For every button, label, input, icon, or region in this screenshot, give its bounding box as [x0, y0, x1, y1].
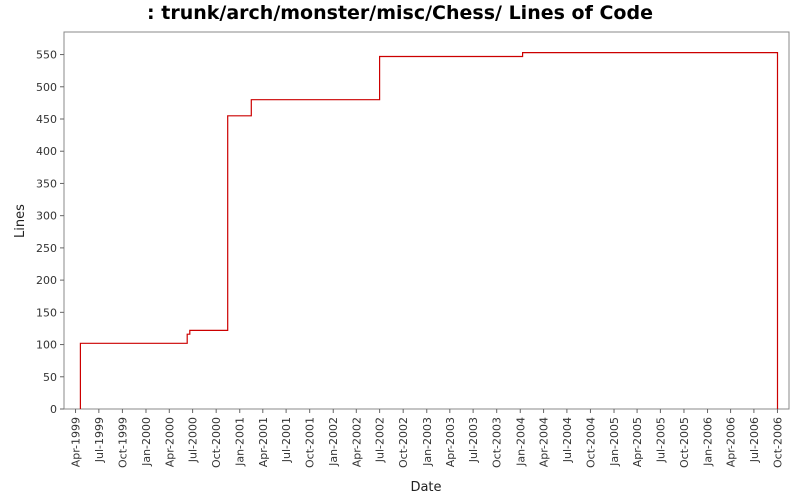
x-tick-label: Jul-2001 — [280, 417, 293, 463]
x-tick-label: Oct-1999 — [116, 417, 129, 468]
x-tick-label: Jan-2002 — [327, 417, 340, 467]
x-tick-label: Jan-2003 — [421, 417, 434, 467]
y-axis-title: Lines — [13, 204, 28, 238]
y-tick-label: 300 — [36, 210, 57, 223]
y-tick-label: 250 — [36, 242, 57, 255]
y-tick-label: 150 — [36, 306, 57, 319]
x-tick-label: Apr-1999 — [70, 417, 83, 467]
x-tick-label: Apr-2003 — [444, 417, 457, 467]
series-line-0 — [79, 52, 779, 409]
x-tick-label: Jul-2005 — [654, 417, 667, 463]
x-tick-label: Apr-2006 — [725, 417, 738, 467]
x-tick-label: Oct-2000 — [210, 417, 223, 468]
y-tick-label: 100 — [36, 339, 57, 352]
series-layer — [79, 52, 779, 409]
x-tick-label: Jan-2000 — [140, 417, 153, 467]
y-tick-label: 0 — [50, 403, 57, 416]
x-tick-label: Jan-2006 — [702, 417, 715, 467]
x-tick-label: Jan-2005 — [608, 417, 621, 467]
x-tick-label: Oct-2002 — [397, 417, 410, 468]
x-tick-label: Oct-2005 — [678, 417, 691, 468]
x-tick-label: Oct-2001 — [304, 417, 317, 468]
x-tick-label: Jul-1999 — [93, 417, 106, 463]
x-tick-label: Apr-2002 — [350, 417, 363, 467]
y-tick-label: 200 — [36, 274, 57, 287]
x-tick-label: Apr-2005 — [631, 417, 644, 467]
x-axis: Apr-1999 Jul-1999 Oct-1999 Jan-2000 Apr-2000… — [70, 409, 784, 468]
x-tick-label: Oct-2006 — [771, 417, 784, 468]
y-tick-label: 550 — [36, 49, 57, 62]
x-tick-label: Jul-2004 — [561, 417, 574, 463]
x-axis-title: Date — [410, 480, 441, 495]
x-tick-label: Jan-2001 — [234, 417, 247, 467]
y-tick-label: 400 — [36, 145, 57, 158]
x-tick-label: Apr-2000 — [163, 417, 176, 467]
x-tick-label: Apr-2001 — [257, 417, 270, 467]
x-tick-label: Oct-2003 — [491, 417, 504, 468]
x-tick-label: Jul-2002 — [374, 417, 387, 463]
x-tick-label: Jul-2000 — [187, 417, 200, 463]
y-tick-label: 350 — [36, 177, 57, 190]
y-axis: 0 50 100 150 200 250 300 350 400 450 500 550 — [36, 49, 64, 416]
y-tick-label: 50 — [43, 371, 57, 384]
x-tick-label: Jan-2004 — [514, 417, 527, 467]
plot-area — [63, 31, 790, 410]
x-tick-label: Oct-2004 — [584, 417, 597, 468]
chart-title: : trunk/arch/monster/misc/Chess/ Lines o… — [147, 2, 653, 24]
y-tick-label: 500 — [36, 81, 57, 94]
x-tick-label: Apr-2004 — [538, 417, 551, 467]
x-tick-label: Jul-2006 — [748, 417, 761, 463]
y-tick-label: 450 — [36, 113, 57, 126]
x-tick-label: Jul-2003 — [467, 417, 480, 463]
